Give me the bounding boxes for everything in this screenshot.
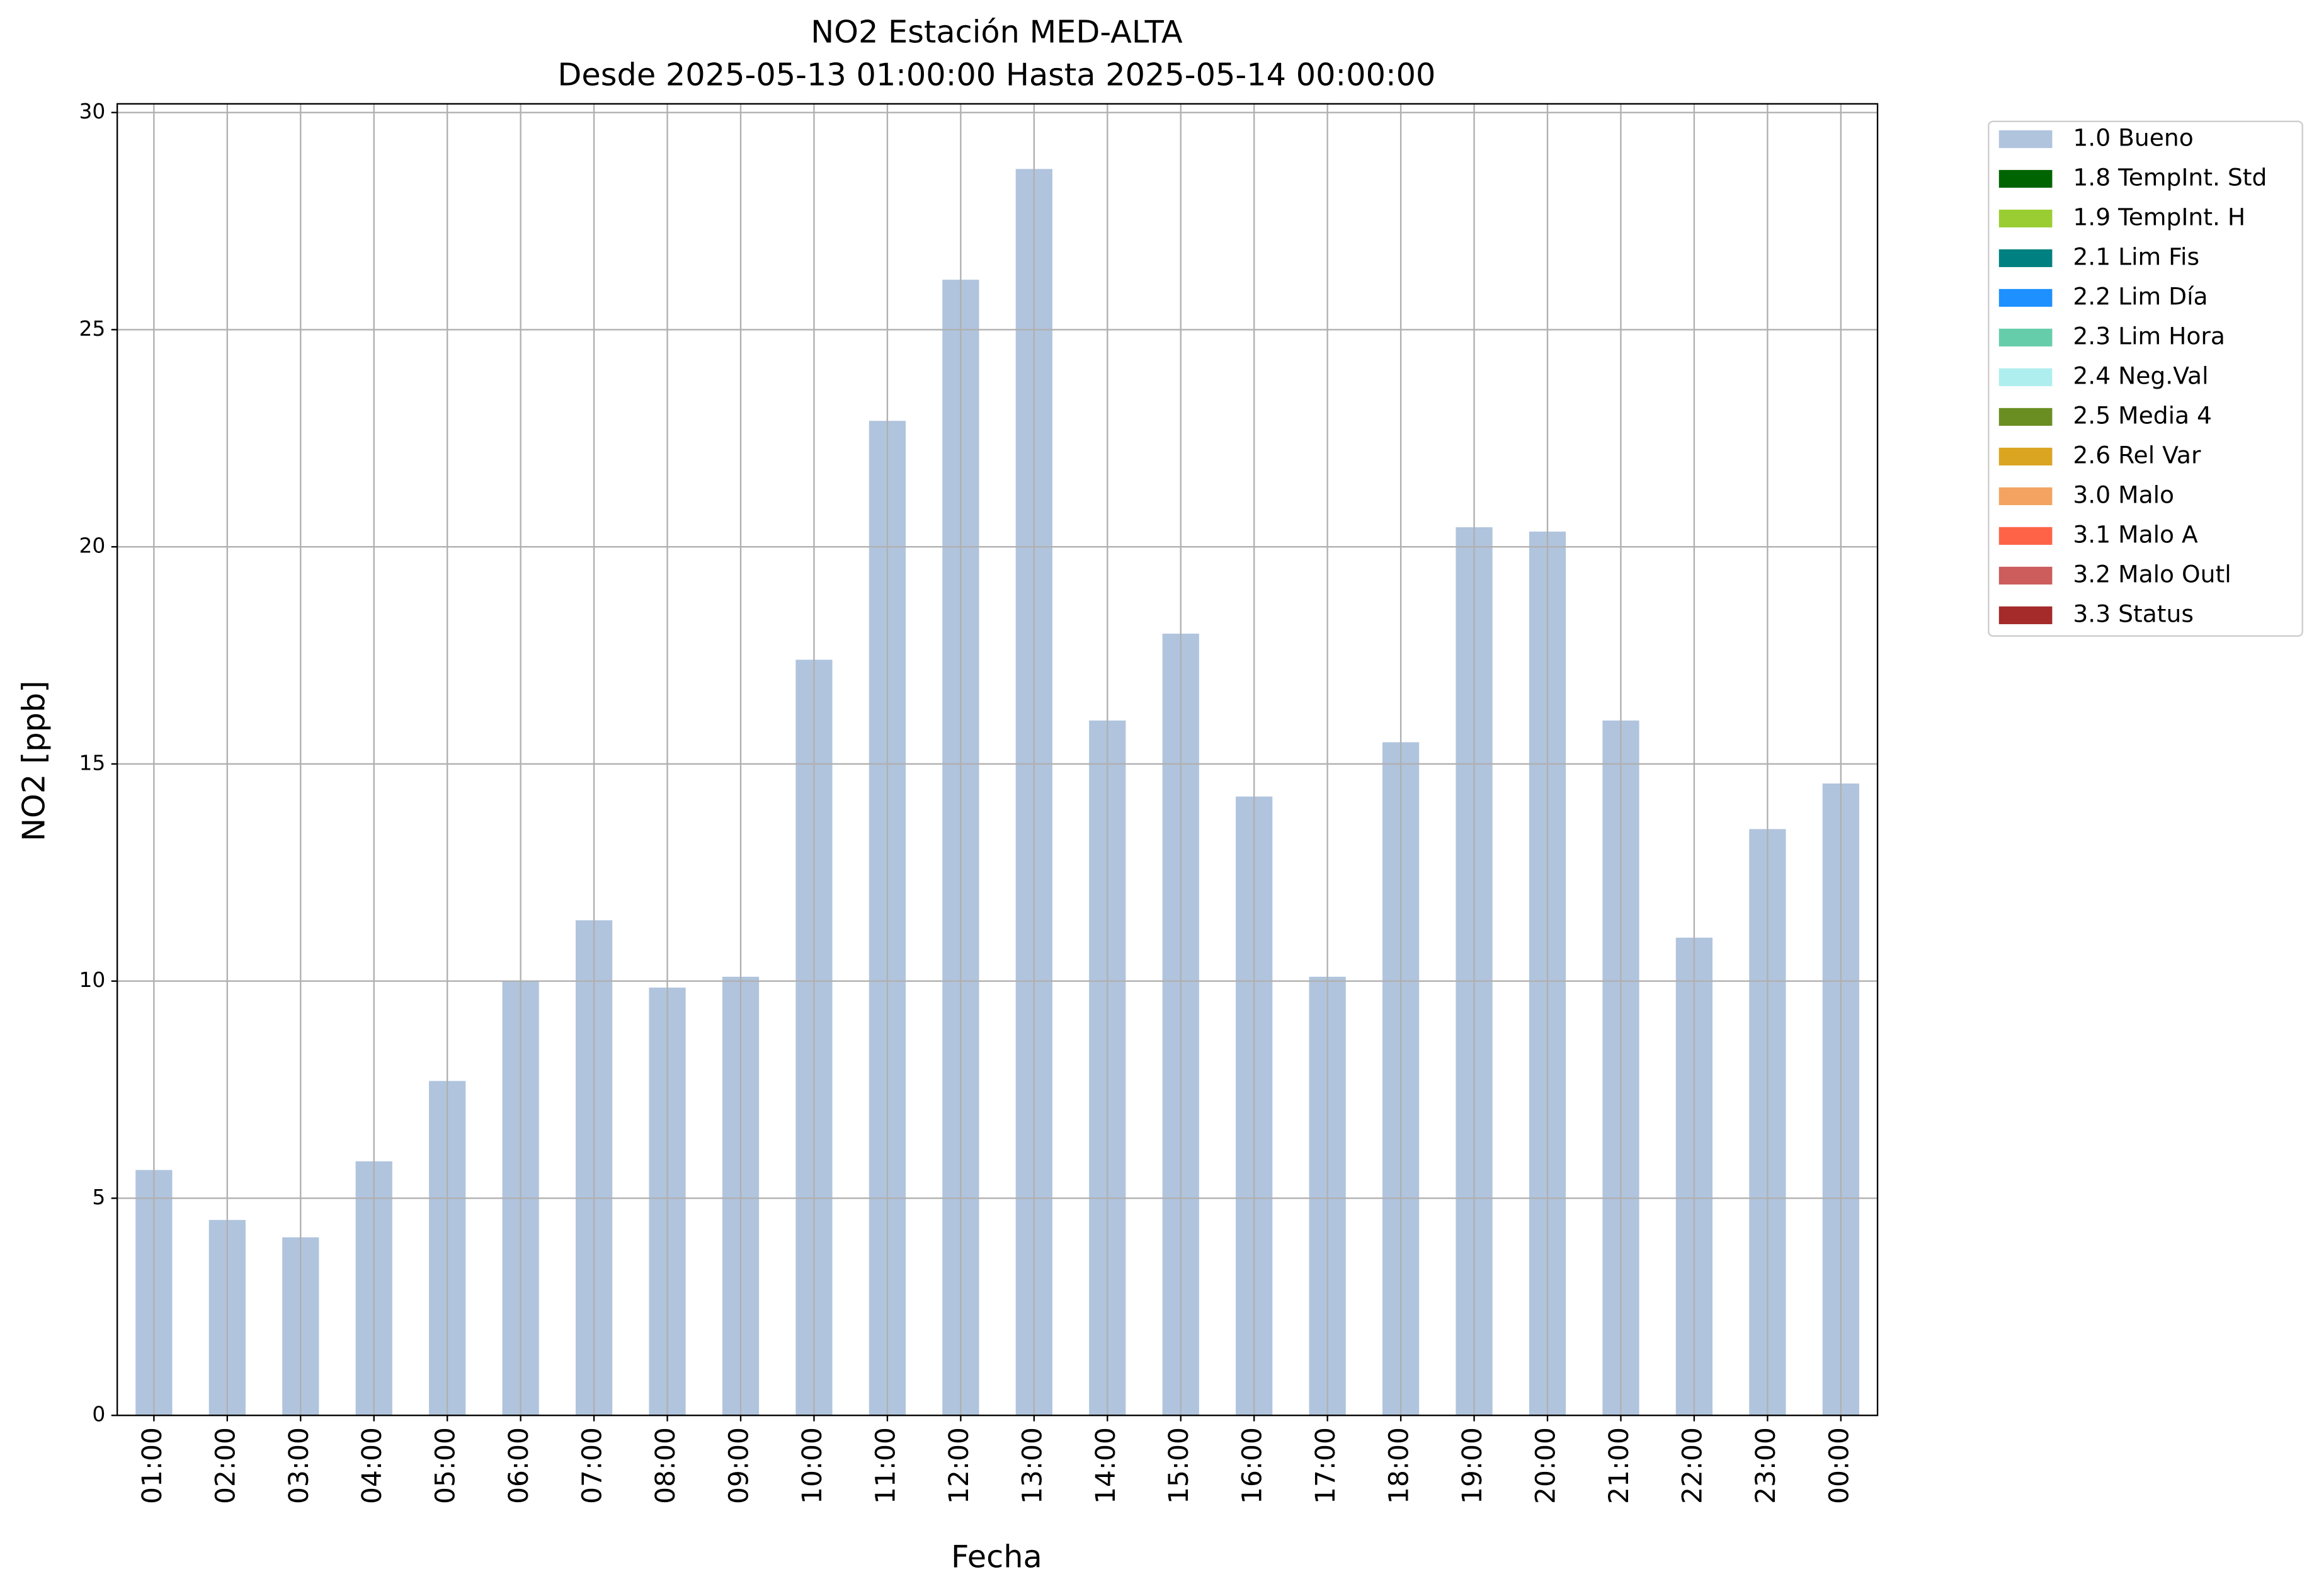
legend-swatch (1998, 328, 2053, 347)
legend-label: 3.2 Malo Outl (2073, 560, 2231, 588)
legend-swatch (1998, 408, 2053, 426)
legend-label: 2.1 Lim Fis (2073, 242, 2199, 270)
legend-label: 2.6 Rel Var (2073, 441, 2201, 469)
legend-label: 3.1 Malo A (2073, 520, 2198, 548)
y-tick-label: 30 (79, 99, 105, 123)
y-tick-label: 10 (79, 967, 105, 992)
y-axis-label: NO2 [ppb] (15, 681, 52, 841)
legend-swatch (1998, 527, 2053, 545)
x-tick-label: 08:00 (650, 1427, 681, 1504)
x-tick-label: 06:00 (503, 1427, 534, 1504)
y-tick-label: 15 (79, 750, 105, 775)
x-tick-label: 21:00 (1604, 1427, 1634, 1504)
x-tick-label: 19:00 (1457, 1427, 1488, 1504)
legend-swatch (1998, 209, 2053, 228)
x-tick-label: 18:00 (1384, 1427, 1415, 1504)
y-tick-label: 0 (92, 1402, 105, 1427)
legend-swatch (1998, 368, 2053, 387)
chart-title: NO2 Estación MED-ALTA (811, 14, 1183, 50)
x-tick-label: 10:00 (797, 1427, 828, 1504)
legend-swatch (1998, 249, 2053, 268)
legend-swatch (1998, 130, 2053, 149)
legend-swatch (1998, 566, 2053, 585)
legend-label: 2.4 Neg.Val (2073, 362, 2208, 389)
x-tick-label: 23:00 (1750, 1427, 1781, 1504)
x-tick-label: 22:00 (1677, 1427, 1707, 1504)
x-tick-label: 11:00 (870, 1427, 901, 1504)
legend-box (1988, 120, 2303, 637)
x-tick-label: 09:00 (724, 1427, 755, 1504)
legend-label: 1.8 TempInt. Std (2073, 163, 2267, 191)
legend-label: 3.3 Status (2073, 600, 2194, 627)
legend-swatch (1998, 487, 2053, 506)
x-tick-label: 16:00 (1237, 1427, 1268, 1504)
y-tick-label: 20 (79, 533, 105, 558)
legend-label: 2.5 Media 4 (2073, 401, 2212, 429)
plot-frame (116, 103, 1879, 1416)
y-tick-label: 5 (92, 1185, 105, 1209)
x-tick-label: 07:00 (577, 1427, 608, 1504)
x-tick-label: 03:00 (283, 1427, 314, 1504)
legend-label: 1.0 Bueno (2073, 123, 2193, 151)
x-tick-label: 04:00 (356, 1427, 387, 1504)
legend-label: 2.3 Lim Hora (2073, 322, 2225, 350)
chart-subtitle: Desde 2025-05-13 01:00:00 Hasta 2025-05-… (557, 57, 1435, 93)
y-tick-label: 25 (79, 316, 105, 341)
x-tick-label: 14:00 (1090, 1427, 1121, 1504)
legend-swatch (1998, 606, 2053, 625)
legend-label: 2.2 Lim Día (2073, 282, 2208, 310)
x-tick-label: 15:00 (1163, 1427, 1194, 1504)
legend-swatch (1998, 288, 2053, 307)
x-tick-label: 20:00 (1530, 1427, 1561, 1504)
legend-swatch (1998, 447, 2053, 466)
x-tick-label: 01:00 (137, 1427, 168, 1504)
legend-label: 3.0 Malo (2073, 481, 2174, 508)
legend-label: 1.9 TempInt. H (2073, 203, 2245, 231)
x-tick-label: 17:00 (1310, 1427, 1341, 1504)
x-tick-label: 05:00 (430, 1427, 461, 1504)
x-tick-label: 00:00 (1823, 1427, 1854, 1504)
x-axis-label: Fecha (951, 1539, 1042, 1575)
x-tick-label: 13:00 (1017, 1427, 1047, 1504)
x-tick-label: 12:00 (943, 1427, 974, 1504)
x-tick-label: 02:00 (210, 1427, 241, 1504)
legend-swatch (1998, 169, 2053, 188)
